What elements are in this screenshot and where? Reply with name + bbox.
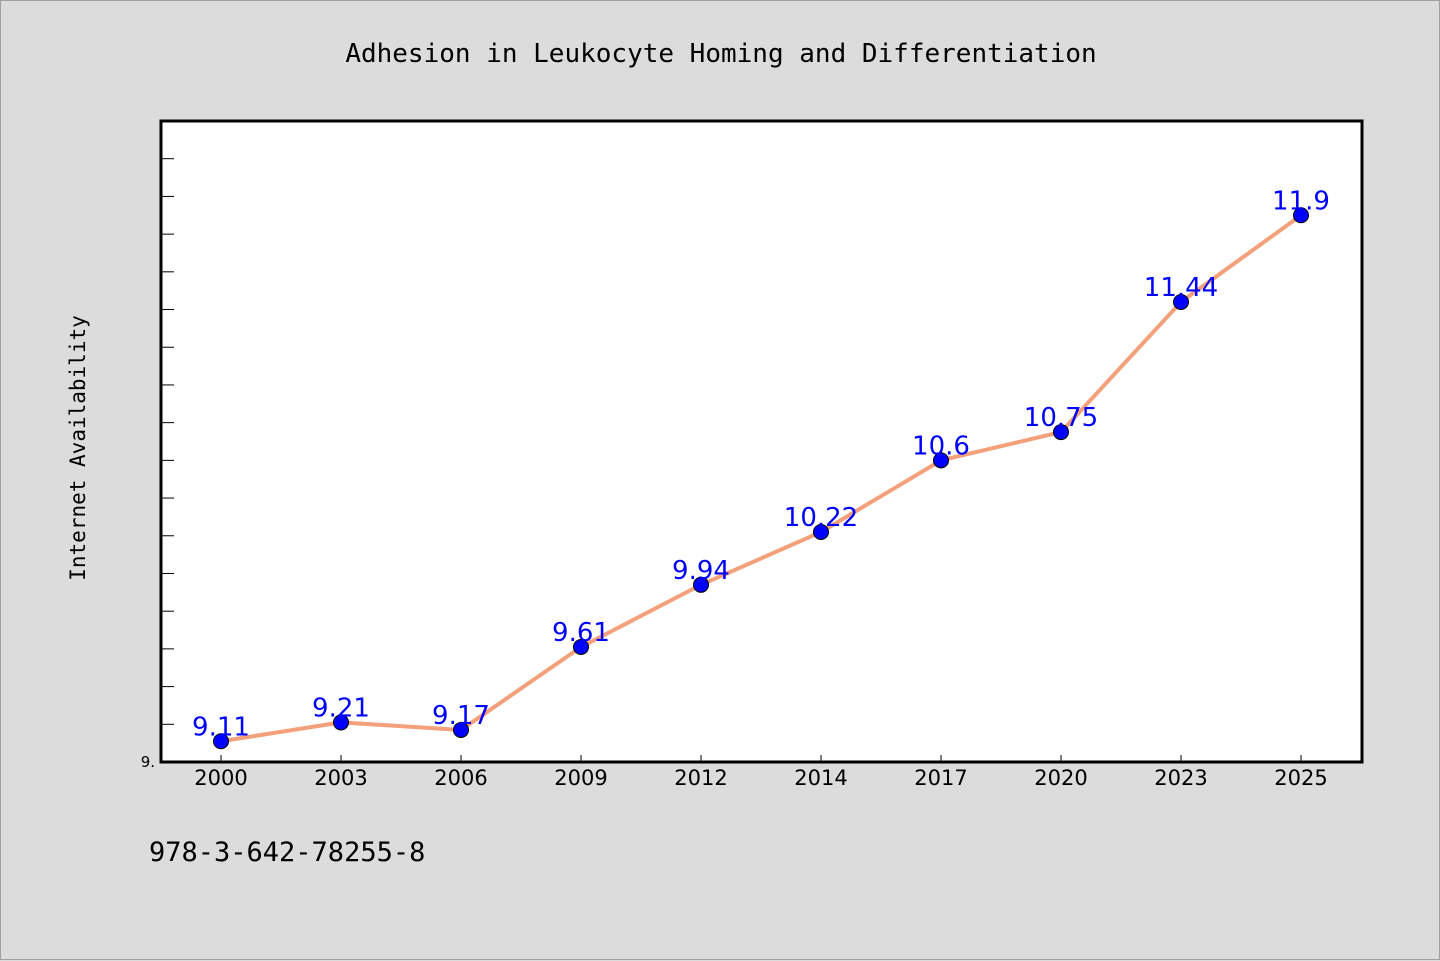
data-label: 9.61	[552, 618, 610, 648]
data-label: 9.11	[192, 712, 250, 742]
isbn-footnote: 978-3-642-78255-8	[149, 837, 426, 868]
x-tick-label: 2006	[434, 766, 487, 790]
data-point	[573, 638, 589, 655]
data-label: 9.21	[312, 693, 370, 723]
data-label: 10.22	[784, 503, 858, 533]
plot-area	[161, 121, 1362, 762]
y-axis-ticks: 9.	[141, 158, 174, 771]
series-line	[219, 213, 1303, 744]
x-tick-label: 2020	[1034, 766, 1087, 790]
data-label: 9.94	[672, 556, 730, 586]
x-tick-label: 2000	[194, 766, 247, 790]
x-tick-label: 2003	[314, 766, 367, 790]
data-point	[933, 452, 949, 469]
data-label: 11.44	[1144, 273, 1218, 303]
data-point	[1053, 424, 1069, 441]
data-point	[1293, 207, 1309, 224]
y-tick-label: 9.	[141, 753, 155, 771]
x-tick-label: 2012	[674, 766, 727, 790]
data-label: 11.9	[1272, 186, 1330, 216]
data-point	[453, 721, 469, 738]
x-tick-label: 2009	[554, 766, 607, 790]
data-point	[693, 576, 709, 593]
series-layer: 9.11 9.21 9.17 9.61 9.94 10.22 10.6 10.75 11.44 1…	[192, 186, 1330, 750]
data-label: 10.6	[912, 431, 970, 461]
data-point	[333, 714, 349, 731]
data-label: 9.17	[432, 701, 490, 731]
x-tick-label: 2025	[1274, 766, 1327, 790]
data-label: 10.75	[1024, 403, 1098, 433]
data-point	[813, 523, 829, 540]
plot-frame	[159, 119, 1364, 764]
chart-title: Adhesion in Leukocyte Homing and Differe…	[345, 39, 1096, 69]
x-tick-label: 2017	[914, 766, 967, 790]
data-point	[213, 733, 229, 750]
data-point	[1173, 293, 1189, 310]
x-tick-label: 2023	[1154, 766, 1207, 790]
x-tick-label: 2014	[794, 766, 847, 790]
x-axis-ticks: 2000 2003 2006 2009 2012 2014 2017 2020 2023 2025	[194, 755, 1328, 790]
y-axis-label: Internet Availability	[66, 315, 90, 581]
